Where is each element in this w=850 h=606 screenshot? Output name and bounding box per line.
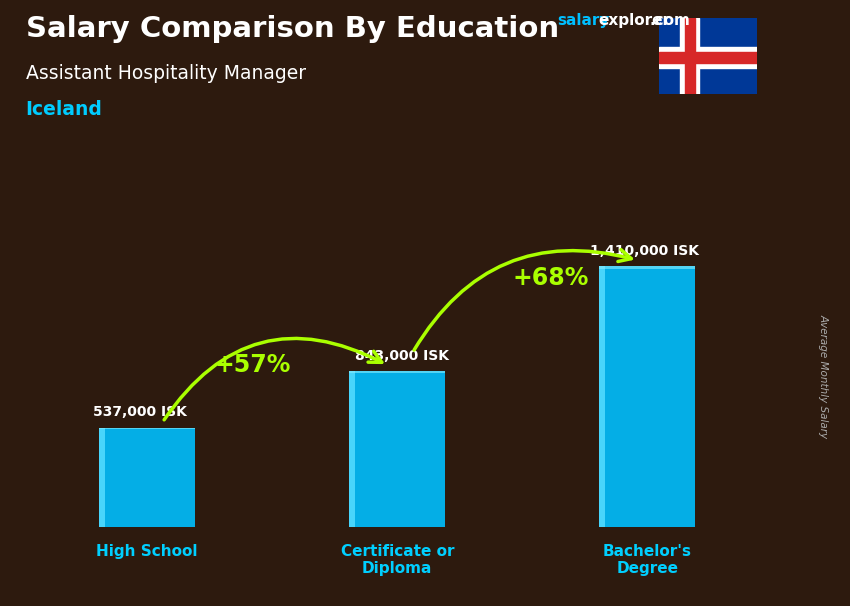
Bar bbox=[659, 52, 756, 64]
Text: .com: .com bbox=[649, 13, 690, 28]
Bar bbox=[599, 266, 605, 527]
Text: Average Monthly Salary: Average Monthly Salary bbox=[819, 314, 829, 438]
Bar bbox=[99, 428, 196, 527]
Bar bbox=[599, 266, 695, 527]
Text: Salary Comparison By Education: Salary Comparison By Education bbox=[26, 15, 558, 43]
Text: 843,000 ISK: 843,000 ISK bbox=[355, 348, 449, 362]
Text: Iceland: Iceland bbox=[26, 100, 102, 119]
Bar bbox=[684, 18, 695, 94]
Text: salary: salary bbox=[557, 13, 609, 28]
Text: explorer: explorer bbox=[598, 13, 671, 28]
Bar bbox=[349, 371, 445, 373]
Text: +68%: +68% bbox=[513, 266, 589, 290]
Text: +57%: +57% bbox=[215, 353, 292, 377]
Bar bbox=[599, 266, 695, 269]
Text: Assistant Hospitality Manager: Assistant Hospitality Manager bbox=[26, 64, 306, 82]
Text: 1,410,000 ISK: 1,410,000 ISK bbox=[590, 244, 699, 258]
Bar bbox=[349, 371, 355, 527]
Bar bbox=[659, 47, 756, 68]
Bar bbox=[681, 18, 700, 94]
Bar bbox=[349, 371, 445, 527]
Bar bbox=[99, 428, 196, 429]
Bar bbox=[99, 428, 105, 527]
Text: 537,000 ISK: 537,000 ISK bbox=[94, 405, 187, 419]
